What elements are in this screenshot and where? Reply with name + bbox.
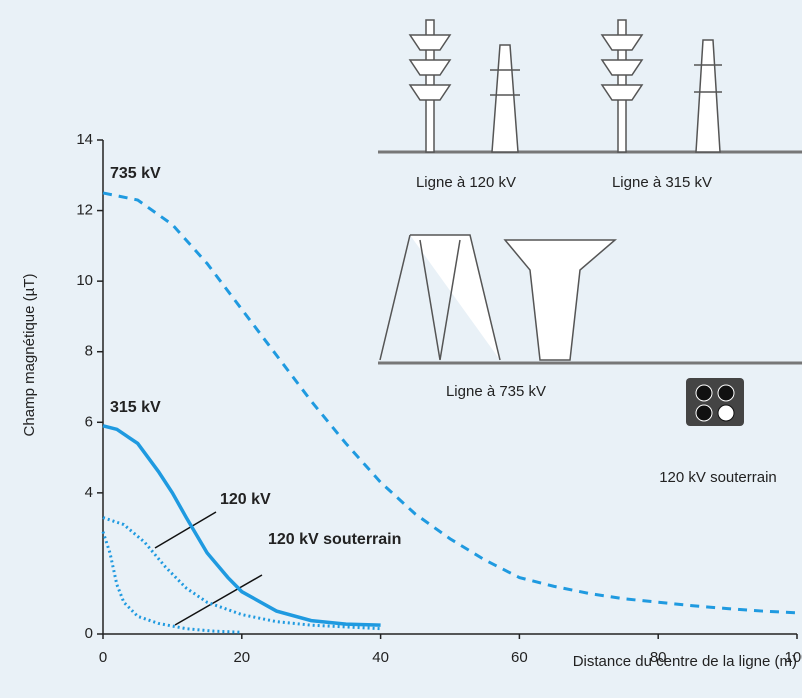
y-tick-label: 8 xyxy=(85,343,93,360)
tower-label: Ligne à 315 kV xyxy=(612,174,712,191)
series-label: 120 kV souterrain xyxy=(268,531,401,548)
x-axis-label: Distance du centre de la ligne (m) xyxy=(573,653,797,670)
x-tick-label: 60 xyxy=(511,649,528,666)
arrow xyxy=(154,511,217,549)
series-label: 735 kV xyxy=(110,165,161,182)
y-tick-label: 0 xyxy=(85,625,93,642)
y-tick-label: 10 xyxy=(76,272,93,289)
y-tick-label: 6 xyxy=(85,413,93,430)
y-tick-label: 14 xyxy=(76,131,93,148)
series-line xyxy=(101,531,242,634)
tower-label: 120 kV souterrain xyxy=(659,469,777,486)
x-tick-label: 0 xyxy=(99,649,107,666)
tower-label: Ligne à 120 kV xyxy=(416,174,516,191)
arrow xyxy=(174,574,263,626)
x-tick-label: 100 xyxy=(784,649,802,666)
towers xyxy=(378,19,802,426)
series-line xyxy=(102,424,381,627)
y-axis-label: Champ magnétique (µT) xyxy=(21,274,38,437)
series-line xyxy=(102,516,381,631)
x-tick-label: 20 xyxy=(233,649,250,666)
y-tick-label: 12 xyxy=(76,202,93,219)
series-label: 315 kV xyxy=(110,399,161,416)
series-line xyxy=(102,191,798,615)
y-tick-label: 4 xyxy=(85,484,93,501)
tower-label: Ligne à 735 kV xyxy=(446,383,546,400)
x-tick-label: 40 xyxy=(372,649,389,666)
series-label: 120 kV xyxy=(220,491,271,508)
x-tick-label: 80 xyxy=(650,649,667,666)
